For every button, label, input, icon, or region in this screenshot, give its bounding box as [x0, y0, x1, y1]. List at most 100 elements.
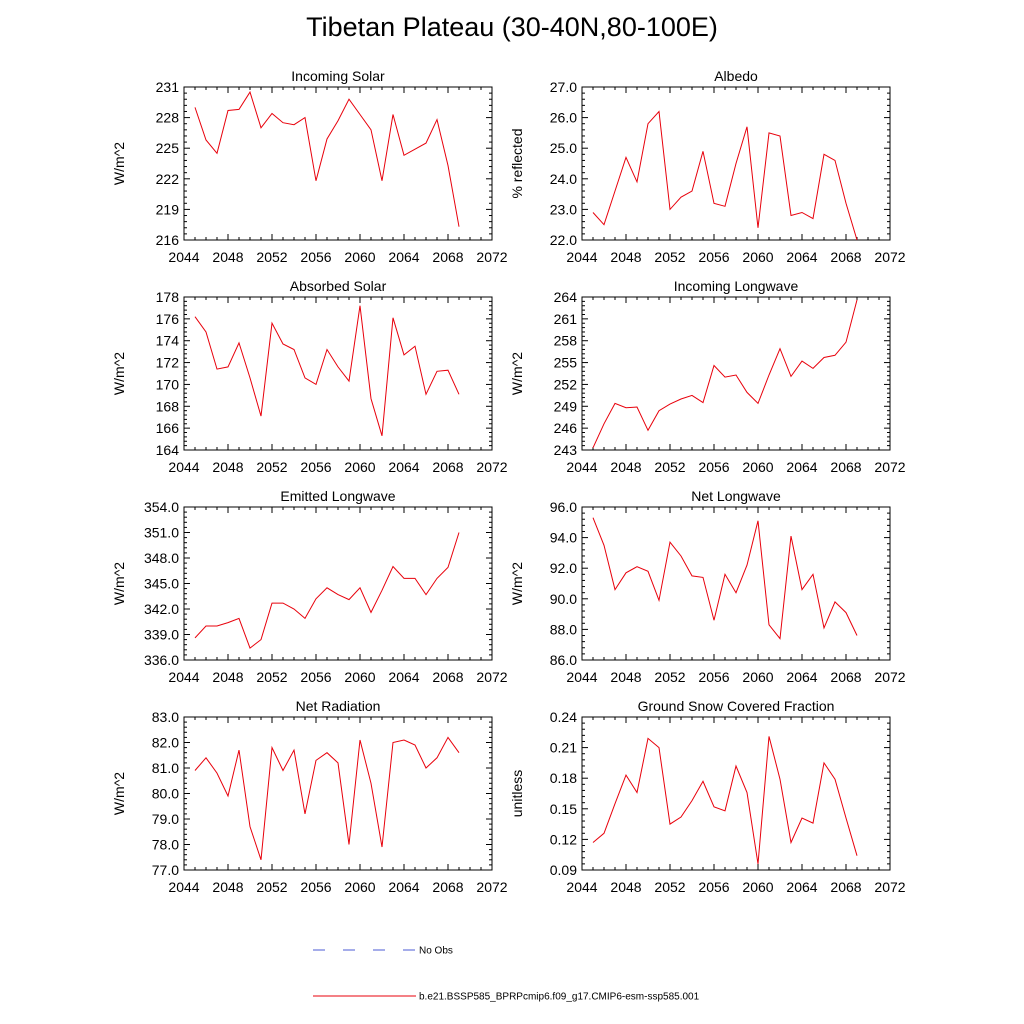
- series-line: [194, 736, 460, 860]
- y-tick-label: 22.0: [550, 232, 577, 248]
- x-tick-label: 2072: [476, 879, 507, 895]
- y-tick-label: 348.0: [144, 550, 179, 566]
- y-tick-label: 231: [156, 79, 180, 95]
- y-tick-label: 219: [156, 201, 180, 217]
- x-tick-label: 2052: [654, 459, 685, 475]
- x-tick-label: 2048: [610, 879, 641, 895]
- y-tick-label: 26.0: [550, 110, 577, 126]
- plot-frame: [581, 296, 891, 451]
- x-tick-label: 2056: [698, 249, 729, 265]
- y-tick-label: 354.0: [144, 499, 179, 515]
- y-tick-label: 342.0: [144, 601, 179, 617]
- y-axis-label: % reflected: [509, 128, 525, 198]
- y-tick-label: 92.0: [550, 560, 577, 576]
- y-tick-label: 255: [554, 355, 578, 371]
- y-tick-label: 164: [156, 442, 180, 458]
- y-tick-label: 172: [156, 355, 180, 371]
- x-tick-label: 2052: [256, 879, 287, 895]
- y-axis-label: unitless: [509, 770, 525, 817]
- series-line: [194, 90, 460, 227]
- chart-panel-1: Incoming Solar W/m^2 2044 2048 2052 2056 2060 2…: [111, 68, 508, 265]
- series-line: [592, 736, 858, 864]
- x-tick-label: 2064: [786, 249, 817, 265]
- y-tick-label: 79.0: [152, 811, 179, 827]
- y-tick-label: 94.0: [550, 530, 577, 546]
- x-tick-label: 2068: [432, 669, 463, 685]
- y-tick-label: 0.24: [550, 709, 577, 725]
- y-tick-label: 81.0: [152, 760, 179, 776]
- series-line: [592, 110, 858, 241]
- y-tick-label: 252: [554, 376, 578, 392]
- y-tick-label: 0.09: [550, 862, 577, 878]
- x-tick-label: 2056: [698, 459, 729, 475]
- x-tick-label: 2048: [212, 669, 243, 685]
- x-tick-label: 2044: [566, 249, 597, 265]
- chart-panel-7: Net Radiation W/m^2 2044 2048 2052 2056 2060 20…: [111, 698, 508, 895]
- legend: No Obs b.e21.BSSP585_BPRPcmip6.f09_g17.C…: [313, 946, 700, 1003]
- x-tick-label: 2052: [654, 879, 685, 895]
- y-axis-label: W/m^2: [509, 352, 525, 395]
- y-tick-label: 27.0: [550, 79, 577, 95]
- y-tick-label: 261: [554, 311, 578, 327]
- x-tick-label: 2064: [388, 459, 419, 475]
- y-tick-label: 222: [156, 171, 180, 187]
- x-tick-label: 2044: [566, 459, 597, 475]
- chart-panel-6: Net Longwave W/m^2 2044 2048 2052 2056 2060 206…: [509, 488, 906, 685]
- x-tick-label: 2060: [742, 669, 773, 685]
- x-tick-label: 2056: [300, 249, 331, 265]
- y-tick-label: 246: [554, 420, 578, 436]
- x-tick-label: 2060: [344, 249, 375, 265]
- y-tick-label: 0.21: [550, 740, 577, 756]
- y-tick-label: 25.0: [550, 140, 577, 156]
- y-axis-label: W/m^2: [509, 562, 525, 605]
- x-tick-label: 2064: [388, 249, 419, 265]
- x-tick-label: 2044: [168, 669, 199, 685]
- x-tick-label: 2072: [874, 879, 905, 895]
- y-tick-label: 264: [554, 289, 578, 305]
- y-axis-label: W/m^2: [111, 352, 127, 395]
- y-tick-label: 225: [156, 140, 180, 156]
- x-tick-label: 2048: [610, 249, 641, 265]
- y-tick-label: 166: [156, 420, 180, 436]
- x-tick-label: 2068: [432, 459, 463, 475]
- y-tick-label: 339.0: [144, 627, 179, 643]
- x-tick-label: 2072: [874, 669, 905, 685]
- panel-title: Ground Snow Covered Fraction: [638, 698, 835, 714]
- legend-obs-label: No Obs: [419, 946, 453, 957]
- series-line: [194, 305, 460, 436]
- x-tick-label: 2064: [388, 669, 419, 685]
- y-tick-label: 23.0: [550, 201, 577, 217]
- x-tick-label: 2052: [256, 249, 287, 265]
- y-tick-label: 243: [554, 442, 578, 458]
- x-tick-label: 2068: [432, 879, 463, 895]
- x-tick-label: 2060: [344, 459, 375, 475]
- panel-title: Albedo: [714, 68, 758, 84]
- panel-title: Absorbed Solar: [290, 278, 387, 294]
- y-tick-label: 216: [156, 232, 180, 248]
- x-tick-label: 2060: [344, 879, 375, 895]
- x-tick-label: 2064: [388, 879, 419, 895]
- plot-frame: [581, 506, 891, 661]
- y-axis-label: W/m^2: [111, 772, 127, 815]
- y-tick-label: 345.0: [144, 576, 179, 592]
- y-tick-label: 178: [156, 289, 180, 305]
- y-tick-label: 78.0: [152, 837, 179, 853]
- panel-title: Incoming Longwave: [674, 278, 799, 294]
- y-tick-label: 170: [156, 376, 180, 392]
- panel-title: Net Radiation: [296, 698, 381, 714]
- x-tick-label: 2060: [742, 879, 773, 895]
- plot-frame: [183, 506, 493, 661]
- x-tick-label: 2068: [830, 879, 861, 895]
- x-tick-label: 2056: [300, 459, 331, 475]
- x-tick-label: 2056: [300, 879, 331, 895]
- y-tick-label: 77.0: [152, 862, 179, 878]
- panel-title: Net Longwave: [691, 488, 781, 504]
- x-tick-label: 2068: [830, 459, 861, 475]
- y-axis-label: W/m^2: [111, 562, 127, 605]
- x-tick-label: 2060: [742, 459, 773, 475]
- x-tick-label: 2068: [830, 669, 861, 685]
- y-tick-label: 336.0: [144, 652, 179, 668]
- y-tick-label: 83.0: [152, 709, 179, 725]
- x-tick-label: 2072: [476, 669, 507, 685]
